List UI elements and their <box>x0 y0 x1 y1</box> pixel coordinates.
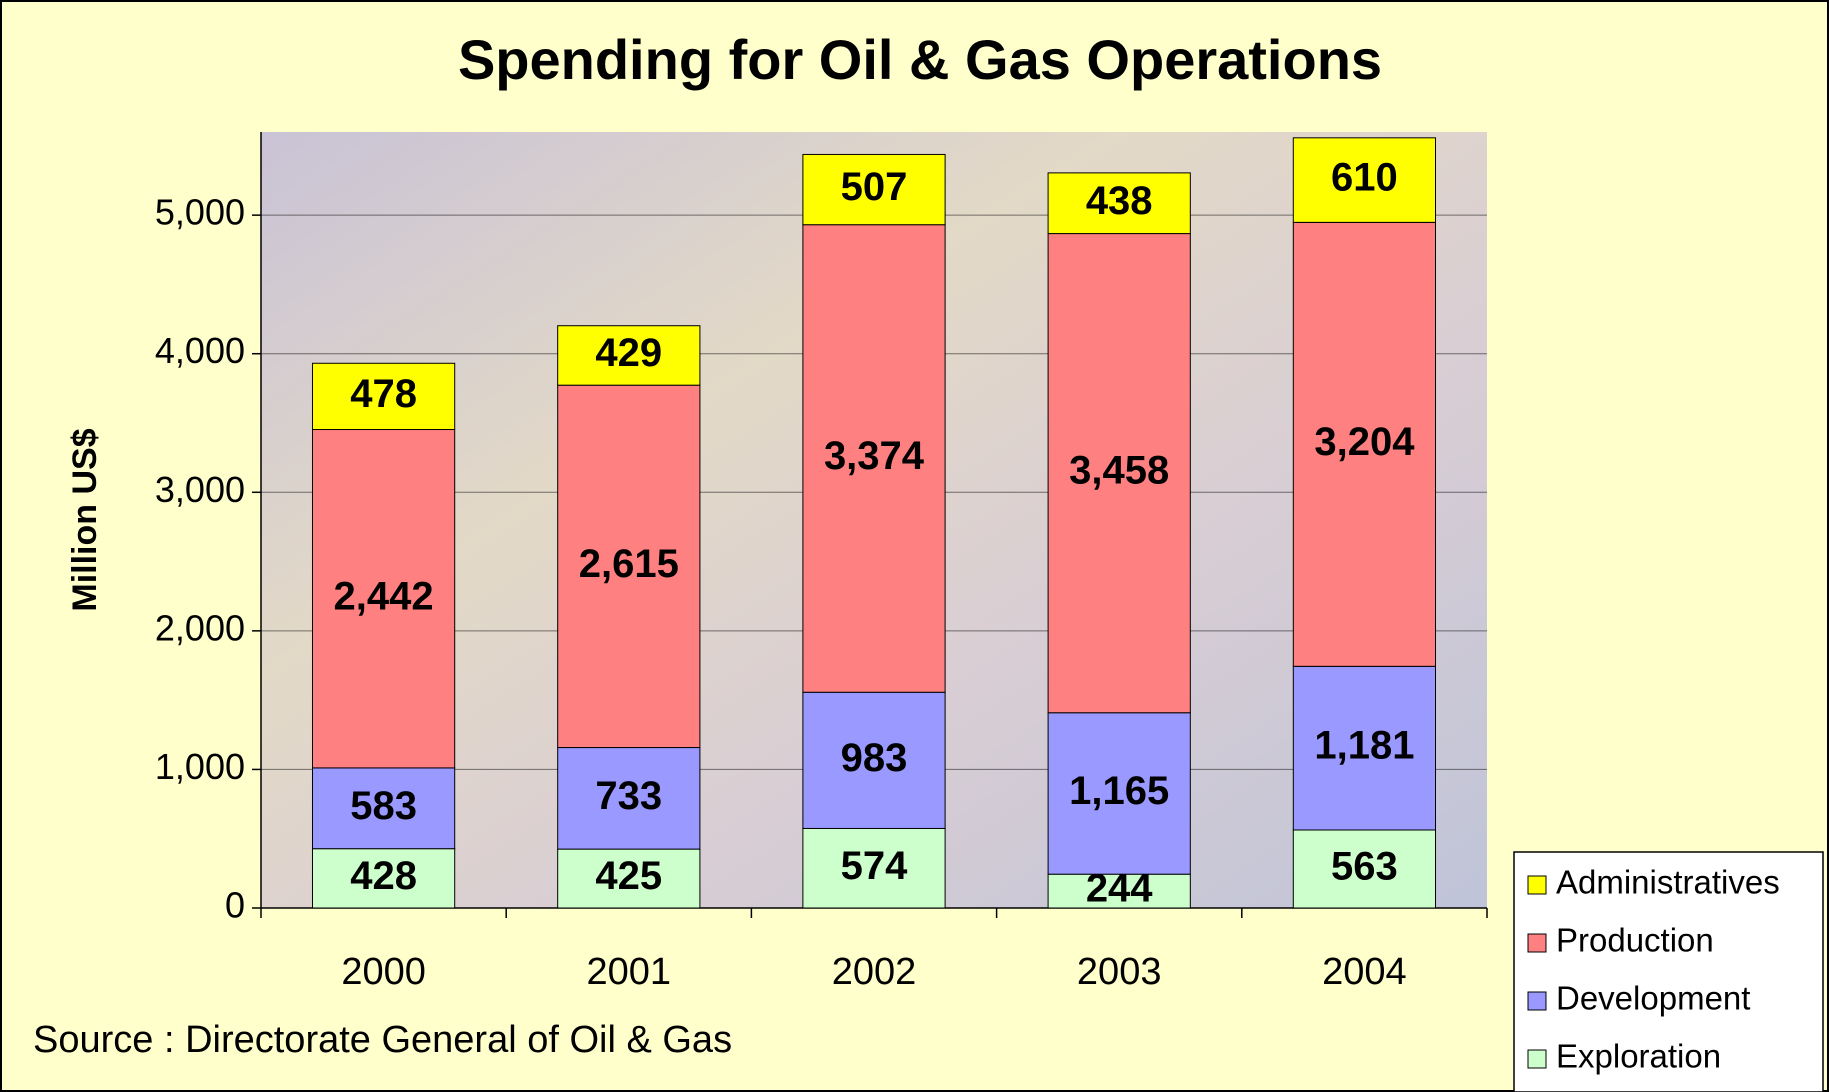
legend-swatch <box>1528 1050 1546 1068</box>
x-tick-label: 2001 <box>587 951 672 993</box>
x-tick-label: 2004 <box>1322 951 1407 993</box>
data-label: 3,374 <box>824 434 925 478</box>
legend-label: Administratives <box>1556 864 1780 901</box>
legend-label: Development <box>1556 980 1750 1017</box>
data-label: 478 <box>350 372 417 416</box>
data-label: 583 <box>350 784 417 828</box>
x-tick-label: 2002 <box>832 951 917 993</box>
data-label: 610 <box>1331 156 1398 200</box>
data-label: 1,181 <box>1314 724 1414 768</box>
legend-swatch <box>1528 876 1546 894</box>
legend-swatch <box>1528 992 1546 1010</box>
data-label: 733 <box>595 774 662 818</box>
data-label: 983 <box>841 736 908 780</box>
chart: Spending for Oil & Gas Operations Millio… <box>0 0 1829 1092</box>
y-tick-label: 4,000 <box>155 330 245 371</box>
data-label: 429 <box>595 331 662 375</box>
data-label: 2,442 <box>334 574 434 618</box>
legend-label: Production <box>1556 922 1714 959</box>
data-label: 3,458 <box>1069 449 1169 493</box>
legend-label: Exploration <box>1556 1038 1721 1075</box>
y-tick-label: 0 <box>225 885 245 926</box>
source-note: Source : Directorate General of Oil & Ga… <box>33 1019 732 1061</box>
y-tick-label: 2,000 <box>155 607 245 648</box>
data-label: 438 <box>1086 179 1153 223</box>
data-label: 563 <box>1331 845 1398 889</box>
x-tick-label: 2003 <box>1077 951 1162 993</box>
data-label: 1,165 <box>1069 769 1169 813</box>
data-label: 2,615 <box>579 542 679 586</box>
y-tick-label: 1,000 <box>155 746 245 787</box>
data-label: 574 <box>841 844 908 888</box>
data-label: 3,204 <box>1314 420 1415 464</box>
x-tick-label: 2000 <box>341 951 426 993</box>
data-label: 507 <box>841 165 908 209</box>
data-label: 428 <box>350 854 417 898</box>
legend-swatch <box>1528 934 1546 952</box>
y-tick-label: 3,000 <box>155 469 245 510</box>
data-label: 425 <box>595 854 662 898</box>
chart-title: Spending for Oil & Gas Operations <box>458 28 1382 91</box>
y-tick-label: 5,000 <box>155 192 245 233</box>
y-axis-label: Million US$ <box>66 428 104 611</box>
